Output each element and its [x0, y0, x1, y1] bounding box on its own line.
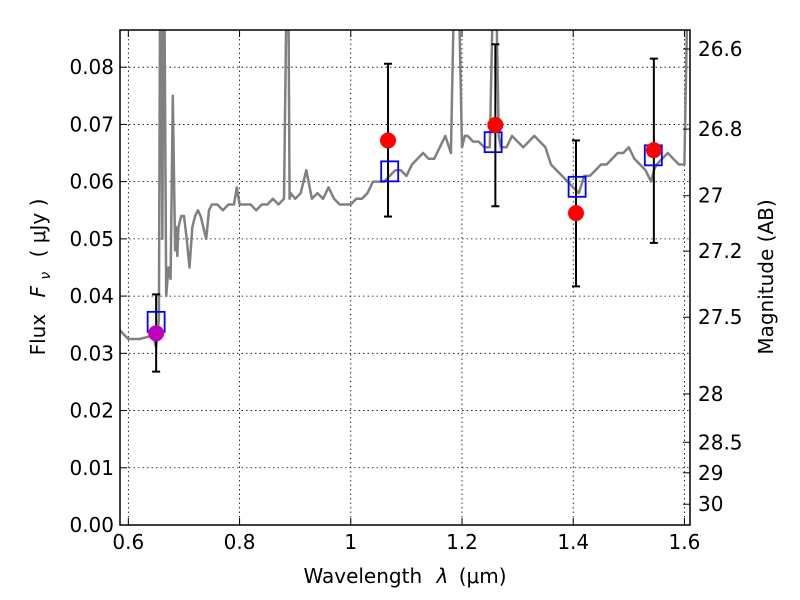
y-axis-label-subscript: ν [38, 272, 54, 280]
spectrum-line [120, 30, 689, 349]
x-tick-label: 1.2 [446, 530, 478, 554]
x-tick-label: 0.6 [112, 530, 144, 554]
y-axis-label-unit: ( μJy ) [26, 199, 50, 258]
x-tick-label: 1 [344, 530, 357, 554]
mag-tick-label: 27 [698, 184, 723, 208]
observed-point [645, 142, 662, 159]
observed-point [487, 116, 504, 133]
mag-tick-label: 26.8 [698, 117, 743, 141]
y-tick-label: 0.07 [69, 112, 114, 136]
mag-tick-label: 27.5 [698, 305, 743, 329]
observed-point [568, 205, 584, 222]
mag-tick-label: 29 [698, 461, 723, 485]
mag-tick-label: 28 [698, 382, 723, 406]
observed-point [148, 325, 165, 342]
mag-tick-label: 30 [698, 492, 723, 516]
mag-tick-label: 28.5 [698, 430, 743, 454]
y-tick-label: 0.04 [69, 284, 114, 308]
grid-layer [120, 30, 690, 526]
model-point-layer [146, 131, 663, 333]
x-axis-label-unit: (μm) [459, 564, 507, 588]
y-tick-label: 0.02 [69, 399, 114, 423]
observed-point [380, 132, 397, 149]
plot-frame [119, 29, 691, 526]
y-axis-label: Flux F ν ( μJy ) [26, 199, 55, 356]
x-axis-label-symbol: λ [436, 564, 449, 588]
tick-layer: 0.6 0.8 1 1.2 1.4 1.6 0.00 0.01 0.02 0.03 0.04 0.05… [69, 30, 743, 554]
mag-tick-label: 27.2 [698, 239, 743, 263]
x-axis-label-text: Wavelength [303, 564, 422, 588]
spectrum-layer [120, 30, 689, 349]
x-tick-label: 1.6 [669, 530, 701, 554]
y-tick-label: 0.06 [69, 170, 114, 194]
y-tick-label: 0.05 [69, 227, 114, 251]
model-point [567, 175, 587, 198]
y-tick-label: 0.08 [69, 55, 114, 79]
y-tick-label: 0.03 [69, 341, 114, 365]
x-tick-label: 1.4 [557, 530, 589, 554]
mag-tick-label: 26.6 [698, 37, 743, 61]
y-axis-label-symbol: F [26, 285, 50, 297]
observed-point-layer [148, 116, 662, 342]
y-tick-label: 0.00 [69, 513, 114, 537]
y2-axis-label: Magnitude (AB) [754, 199, 778, 354]
model-point [380, 160, 400, 183]
y-tick-label: 0.01 [69, 456, 114, 480]
x-axis-label: Wavelength λ (μm) [303, 564, 506, 588]
x-tick-label: 0.8 [224, 530, 256, 554]
y-axis-label-text: Flux [26, 314, 50, 356]
